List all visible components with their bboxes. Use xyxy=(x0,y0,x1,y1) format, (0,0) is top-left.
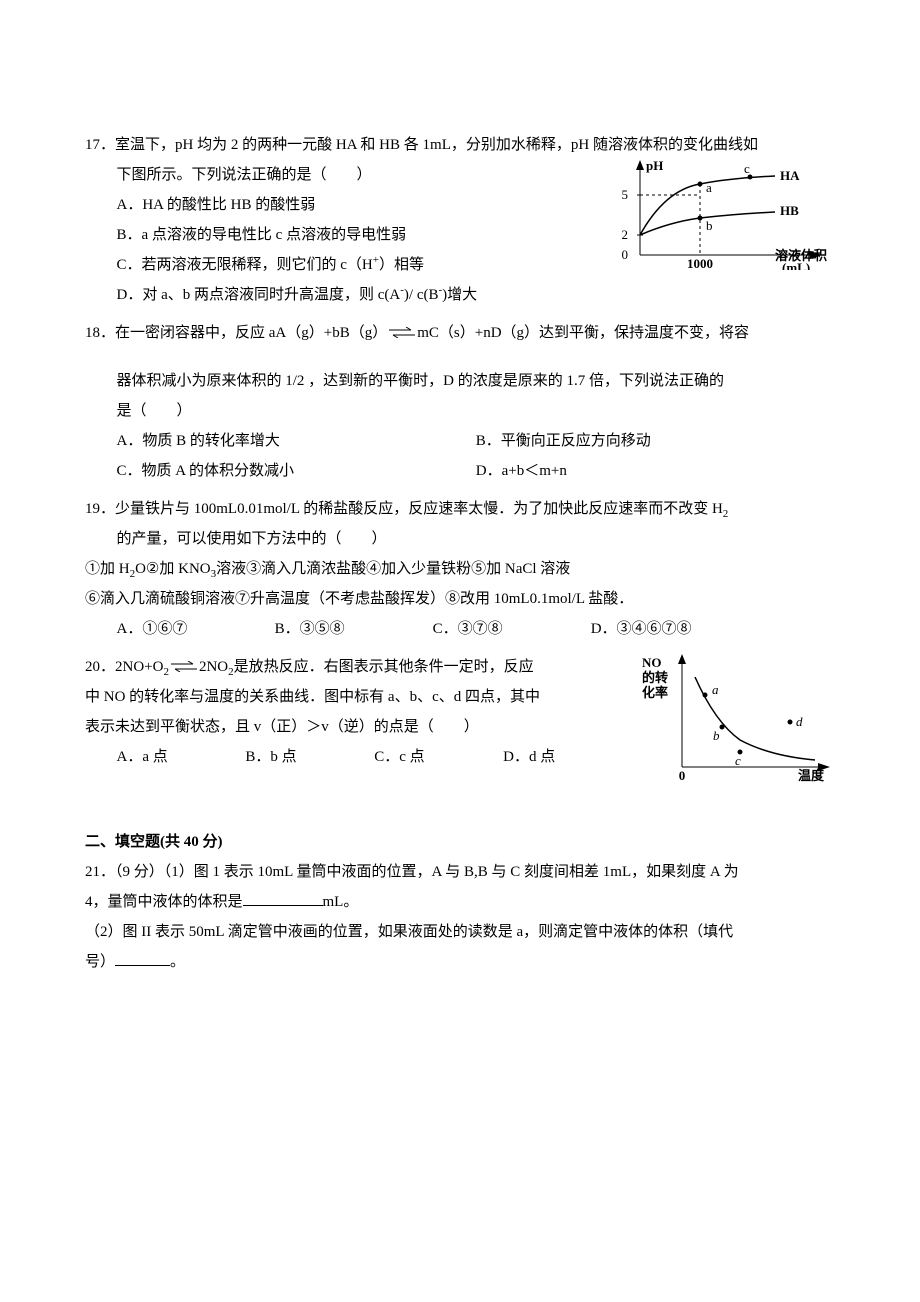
q17-curve-bottom: HB xyxy=(780,203,799,218)
q21-line3: （2）图 II 表示 50mL 滴定管中液画的位置，如果液面处的读数是 a，则滴… xyxy=(85,917,835,947)
question-18: 18． 在一密闭容器中，反应 aA（g）+bB（g） mC（s）+nD（g）达到平… xyxy=(85,318,835,486)
q21-line4: 号） 。 xyxy=(85,947,835,977)
q20-y2: 的转 xyxy=(642,670,668,685)
q17-stem-1: 室温下，pH 均为 2 的两种一元酸 HA 和 HB 各 1mL，分别加水稀释，… xyxy=(115,130,835,160)
q21-l4-pre: 号） xyxy=(85,954,115,970)
q18-opts-row1: A．物质 B 的转化率增大 B．平衡向正反应方向移动 xyxy=(85,426,835,456)
q19-opt-c: C．③⑦⑧ xyxy=(433,614,591,644)
q18-opt-a: A．物质 B 的转化率增大 xyxy=(117,426,476,456)
q19-opt-b: B．③⑤⑧ xyxy=(275,614,433,644)
q21-line1: 21．（9 分）（1）图 1 表示 10mL 量筒中液面的位置，A 与 B,B … xyxy=(85,857,835,887)
blank-graduated-volume[interactable] xyxy=(243,890,323,906)
q20-opt-d: D．d 点 xyxy=(503,742,632,772)
q19-stem-1-pre: 少量铁片与 100mL0.01mol/L 的稀盐酸反应，反应速率太慢．为了加快此… xyxy=(115,501,723,517)
q20-s1b: 2NO xyxy=(199,659,228,675)
q17-opt-c-post: ）相等 xyxy=(379,257,424,273)
q17-number: 17． xyxy=(85,130,115,160)
section-2-heading: 二、填空题(共 40 分) xyxy=(85,827,835,857)
q21-l2-pre: 4，量筒中液体的体积是 xyxy=(85,894,243,910)
q18-stem-row: 18． 在一密闭容器中，反应 aA（g）+bB（g） mC（s）+nD（g）达到平… xyxy=(85,318,835,348)
q17-ylabel: pH xyxy=(646,160,663,173)
q20-pb: b xyxy=(713,728,720,743)
q17-ytick-5: 5 xyxy=(622,187,629,202)
question-17: 17． 室温下，pH 均为 2 的两种一元酸 HA 和 HB 各 1mL，分别加… xyxy=(85,130,835,310)
q19-l1-c: 溶液③滴入几滴浓盐酸④加入少量铁粉⑤加 NaCl 溶液 xyxy=(216,561,570,577)
q20-s1a: 20．2NO+O xyxy=(85,659,163,675)
q17-ytick-2: 2 xyxy=(622,227,629,242)
q20-y3: 化率 xyxy=(642,685,668,700)
q17-curve-top: HA xyxy=(780,168,800,183)
q19-opt-a: A．①⑥⑦ xyxy=(117,614,275,644)
q17-opt-d: D．对 a、b 两点溶液同时升高温度，则 c(A-)/ c(B-)增大 xyxy=(85,280,835,310)
q17-opt-c-pre: C．若两溶液无限稀释，则它们的 c（H xyxy=(117,257,373,273)
q20-pc: c xyxy=(735,753,741,768)
q18-stem-1: 在一密闭容器中，反应 aA（g）+bB（g） mC（s）+nD（g）达到平衡，保持… xyxy=(115,318,835,348)
q18-number: 18． xyxy=(85,318,115,348)
q19-stem-2: 的产量，可以使用如下方法中的（ ） xyxy=(85,524,835,554)
q20-y1: NO xyxy=(642,655,662,670)
q18-stem-1-pre: 在一密闭容器中，反应 aA（g）+bB（g） xyxy=(115,325,387,341)
q17-stem-row: 17． 室温下，pH 均为 2 的两种一元酸 HA 和 HB 各 1mL，分别加… xyxy=(85,130,835,160)
q18-stem-2: 器体积减小为原来体积的 1/2 ，达到新的平衡时，D 的浓度是原来的 1.7 倍… xyxy=(85,366,835,396)
q20-xlabel: 温度 xyxy=(798,768,825,782)
question-20: NO 的转 化率 a b c d 0 温度 20．2NO+O22NO2是放热反应… xyxy=(85,652,835,787)
q17-graph: 0 2 5 a b c pH HA HB 1000 溶液体积 (mL) xyxy=(610,160,835,270)
q19-stem-1: 少量铁片与 100mL0.01mol/L 的稀盐酸反应，反应速率太慢．为了加快此… xyxy=(115,494,835,524)
q19-number: 19． xyxy=(85,494,115,524)
q19-opt-d: D．③④⑥⑦⑧ xyxy=(591,614,835,644)
q18-stem-1-post: mC（s）+nD（g）达到平衡，保持温度不变，将容 xyxy=(417,325,749,341)
q20-opt-a: A．a 点 xyxy=(117,742,246,772)
q17-point-a: a xyxy=(706,180,712,195)
q19-l1-a: ①加 H xyxy=(85,561,130,577)
q18-stem-3: 是（ ） xyxy=(85,396,835,426)
q21-l4-post: 。 xyxy=(170,954,185,970)
q19-list-1: ①加 H2O②加 KNO3溶液③滴入几滴浓盐酸④加入少量铁粉⑤加 NaCl 溶液 xyxy=(85,554,835,584)
q19-list-2: ⑥滴入几滴硫酸铜溶液⑦升高温度（不考虑盐酸挥发）⑧改用 10mL0.1mol/L… xyxy=(85,584,835,614)
q18-opt-b: B．平衡向正反应方向移动 xyxy=(476,426,835,456)
q21-line2: 4，量筒中液体的体积是 mL。 xyxy=(85,887,835,917)
q20-graph: NO 的转 化率 a b c d 0 温度 xyxy=(640,652,835,782)
q20-pa: a xyxy=(712,682,719,697)
equilibrium-arrow-icon xyxy=(169,661,199,672)
q20-origin: 0 xyxy=(679,768,686,782)
q20-opts: A．a 点 B．b 点 C．c 点 D．d 点 xyxy=(85,742,632,772)
q17-xlabel-2: (mL) xyxy=(782,260,810,270)
q18-opt-c: C．物质 A 的体积分数减小 xyxy=(117,456,476,486)
equilibrium-arrow-icon xyxy=(387,327,417,338)
q20-pd: d xyxy=(796,714,803,729)
blank-burette-volume[interactable] xyxy=(115,950,170,966)
q18-opt-d: D．a+b＜m+n xyxy=(476,456,835,486)
question-21: 21．（9 分）（1）图 1 表示 10mL 量筒中液面的位置，A 与 B,B … xyxy=(85,857,835,977)
q21-l2-post: mL。 xyxy=(323,894,359,910)
q17-point-c: c xyxy=(744,161,750,176)
q19-stem-row: 19． 少量铁片与 100mL0.01mol/L 的稀盐酸反应，反应速率太慢．为… xyxy=(85,494,835,524)
q20-opt-c: C．c 点 xyxy=(374,742,503,772)
q20-s1c: 是放热反应．右图表示其他条件一定时，反应 xyxy=(234,659,534,675)
q17-opt-d-pre: D．对 a、b 两点溶液同时升高温度，则 c(A xyxy=(117,287,401,303)
q17-opt-d-mid: )/ c(B xyxy=(404,287,439,303)
q17-opt-d-post: )增大 xyxy=(442,287,477,303)
q20-opt-b: B．b 点 xyxy=(245,742,374,772)
q19-opts: A．①⑥⑦ B．③⑤⑧ C．③⑦⑧ D．③④⑥⑦⑧ xyxy=(85,614,835,644)
q18-opts-row2: C．物质 A 的体积分数减小 D．a+b＜m+n xyxy=(85,456,835,486)
question-19: 19． 少量铁片与 100mL0.01mol/L 的稀盐酸反应，反应速率太慢．为… xyxy=(85,494,835,644)
q19-l1-b: O②加 KNO xyxy=(135,561,211,577)
q17-point-b: b xyxy=(706,218,713,233)
q17-ytick-0: 0 xyxy=(622,247,629,262)
q17-xtick-1000: 1000 xyxy=(687,256,713,270)
